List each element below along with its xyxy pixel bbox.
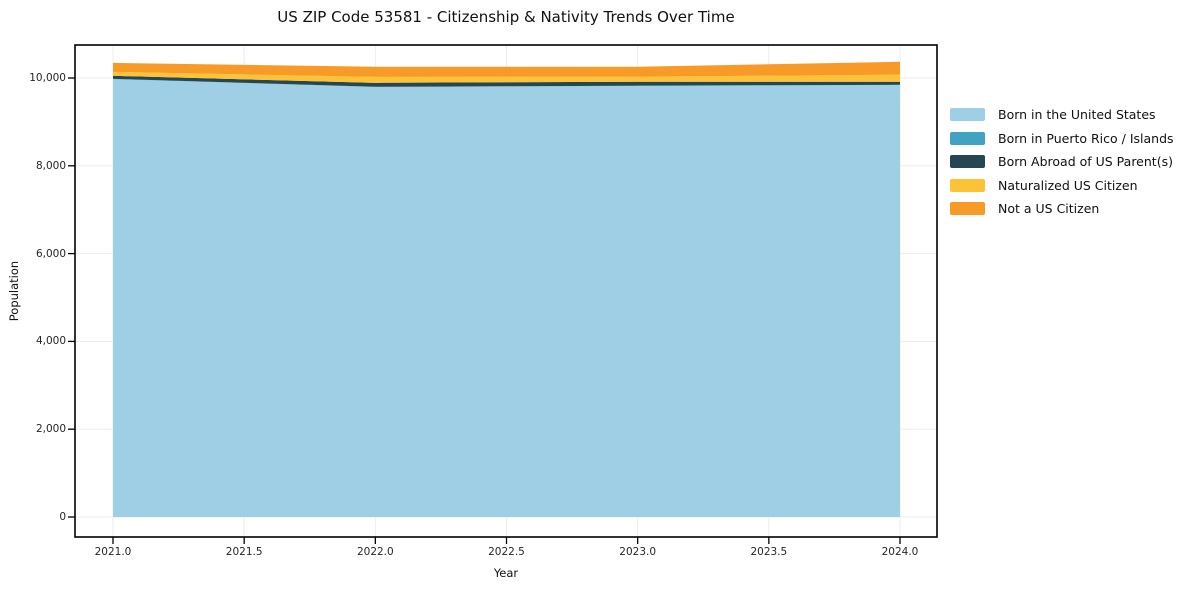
x-tick-label: 2022.0 <box>356 546 394 558</box>
legend: Born in the United States Born in Puerto … <box>950 103 1174 221</box>
y-tick-label: 8,000 <box>35 159 66 172</box>
y-tick-label: 0 <box>59 511 66 523</box>
y-axis-label: Population <box>7 260 21 322</box>
x-tick-label: 2022.5 <box>488 546 525 558</box>
legend-swatch <box>950 155 985 169</box>
legend-swatch <box>950 108 985 122</box>
area-born-abroad-of-us-parent-s- <box>113 75 900 87</box>
legend-swatch <box>950 202 985 216</box>
y-tick-label: 10,000 <box>29 72 66 84</box>
legend-label: Born in Puerto Rico / Islands <box>998 130 1174 146</box>
y-tick-label: 2,000 <box>35 423 66 436</box>
legend-swatch <box>950 178 985 192</box>
legend-item: Naturalized US Citizen <box>950 174 1174 198</box>
area-born-in-the-united-states <box>113 79 900 517</box>
legend-label: Not a US Citizen <box>998 201 1100 217</box>
area-born-in-puerto-rico-islands <box>113 78 900 87</box>
legend-item: Born in Puerto Rico / Islands <box>950 127 1174 151</box>
x-tick-label: 2021.5 <box>225 546 263 558</box>
y-tick-label: 6,000 <box>35 247 66 260</box>
area-naturalized-us-citizen <box>113 71 900 83</box>
x-tick-label: 2023.0 <box>619 546 657 558</box>
chart-title: US ZIP Code 53581 - Citizenship & Nativi… <box>277 8 735 26</box>
legend-swatch <box>950 131 985 145</box>
x-tick-label: 2024.0 <box>881 546 919 558</box>
legend-label: Born in the United States <box>998 107 1156 123</box>
legend-item: Born Abroad of US Parent(s) <box>950 150 1174 174</box>
x-tick-label: 2023.5 <box>750 546 788 558</box>
legend-item: Born in the United States <box>950 103 1174 127</box>
area-not-a-us-citizen <box>113 61 900 77</box>
legend-item: Not a US Citizen <box>950 197 1174 221</box>
legend-label: Born Abroad of US Parent(s) <box>998 154 1173 170</box>
x-tick-label: 2021.0 <box>94 546 132 558</box>
legend-label: Naturalized US Citizen <box>998 177 1138 193</box>
x-axis-label: Year <box>493 566 519 580</box>
y-tick-label: 4,000 <box>35 335 66 348</box>
